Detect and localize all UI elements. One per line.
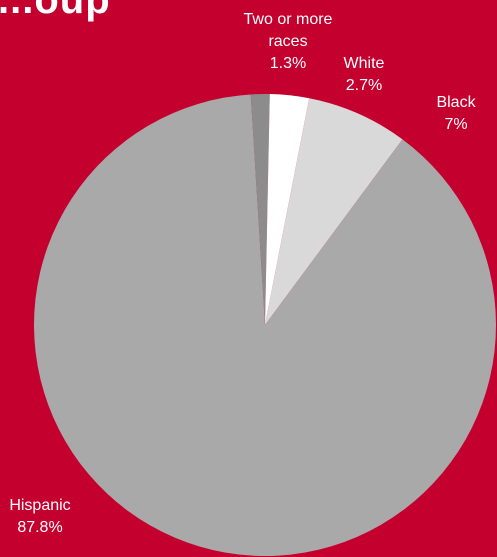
label-hispanic: Hispanic 87.8% xyxy=(9,497,70,536)
slice-black xyxy=(265,98,403,326)
chart-title: ...oup xyxy=(0,0,111,22)
label-white: White 2.7% xyxy=(344,55,385,94)
slice-white xyxy=(265,94,310,325)
slice-hispanic xyxy=(33,94,497,557)
slice-two-or-more xyxy=(250,94,270,325)
label-two-or-more: Two or more races 1.3% xyxy=(244,11,333,72)
label-black: Black 7% xyxy=(436,94,476,133)
